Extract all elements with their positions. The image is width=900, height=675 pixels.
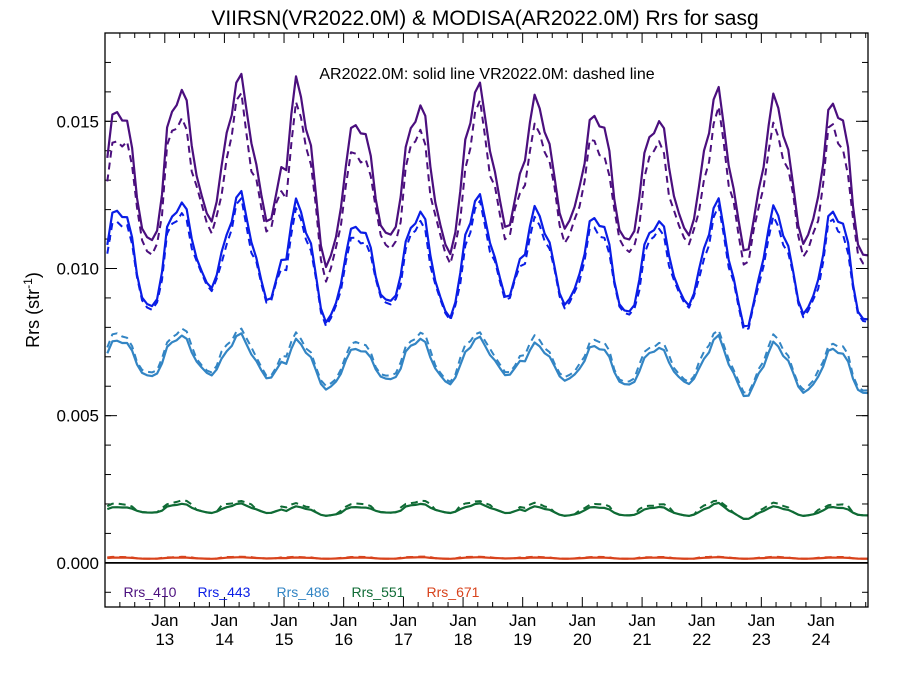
series-line-rrs-551-dashed [106, 499, 869, 520]
legend-entry-rrs-410: Rrs_410 [124, 584, 177, 600]
x-tick-label-month: Jan [569, 611, 596, 630]
y-axis-label: Rrs (str-1) [21, 272, 43, 348]
x-tick-label-month: Jan [330, 611, 357, 630]
x-tick-label-year: 22 [692, 630, 711, 649]
x-tick-label-year: 19 [513, 630, 532, 649]
series-line-rrs-410-solid [106, 72, 869, 269]
x-tick-label-year: 23 [752, 630, 771, 649]
series-line-rrs-486-dashed [106, 327, 869, 394]
legend-entry-rrs-551: Rrs_551 [352, 584, 405, 600]
x-tick-label-month: Jan [807, 611, 834, 630]
x-tick-label-month: Jan [449, 611, 476, 630]
series-line-rrs-410-dashed [106, 92, 869, 283]
x-tick-label-year: 21 [633, 630, 652, 649]
legend-entry-rrs-443: Rrs_443 [198, 584, 251, 600]
x-tick-label-month: Jan [688, 611, 715, 630]
x-tick-label-year: 17 [394, 630, 413, 649]
x-tick-label-month: Jan [509, 611, 536, 630]
x-tick-label-month: Jan [211, 611, 238, 630]
y-axis-label-close: ) [23, 272, 43, 278]
y-tick-label: 0.015 [56, 112, 99, 131]
x-tick-label-month: Jan [270, 611, 297, 630]
y-tick-label: 0.000 [56, 554, 99, 573]
x-tick-label-year: 13 [155, 630, 174, 649]
x-tick-label-year: 15 [275, 630, 294, 649]
x-tick-label-year: 20 [573, 630, 592, 649]
series-line-rrs-671-dashed [107, 555, 868, 560]
line-style-annotation: AR2022.0M: solid line VR2022.0M: dashed … [319, 66, 654, 83]
x-tick-label-year: 16 [334, 630, 353, 649]
x-tick-label-month: Jan [628, 611, 655, 630]
plot-frame [104, 32, 869, 608]
x-tick-label-month: Jan [748, 611, 775, 630]
x-tick-label-year: 14 [215, 630, 234, 649]
legend-entry-rrs-671: Rrs_671 [427, 584, 480, 600]
x-tick-label-year: 24 [811, 630, 830, 649]
y-axis-label-superscript: -1 [21, 278, 35, 289]
y-tick-label: 0.005 [56, 407, 99, 426]
plot-area: 0.0000.0050.0100.015Jan13Jan14Jan15Jan16… [56, 33, 869, 649]
series-line-rrs-443-dashed [106, 197, 869, 331]
series-line-rrs-486-solid [106, 332, 869, 398]
x-tick-label-month: Jan [151, 611, 178, 630]
x-tick-label-year: 18 [454, 630, 473, 649]
x-tick-label-month: Jan [390, 611, 417, 630]
chart-title: VIIRSN(VR2022.0M) & MODISA(AR2022.0M) Rr… [211, 7, 758, 30]
y-axis-label-main: Rrs (str [23, 289, 43, 348]
y-tick-label: 0.010 [56, 259, 99, 278]
legend-entry-rrs-486: Rrs_486 [277, 584, 330, 600]
